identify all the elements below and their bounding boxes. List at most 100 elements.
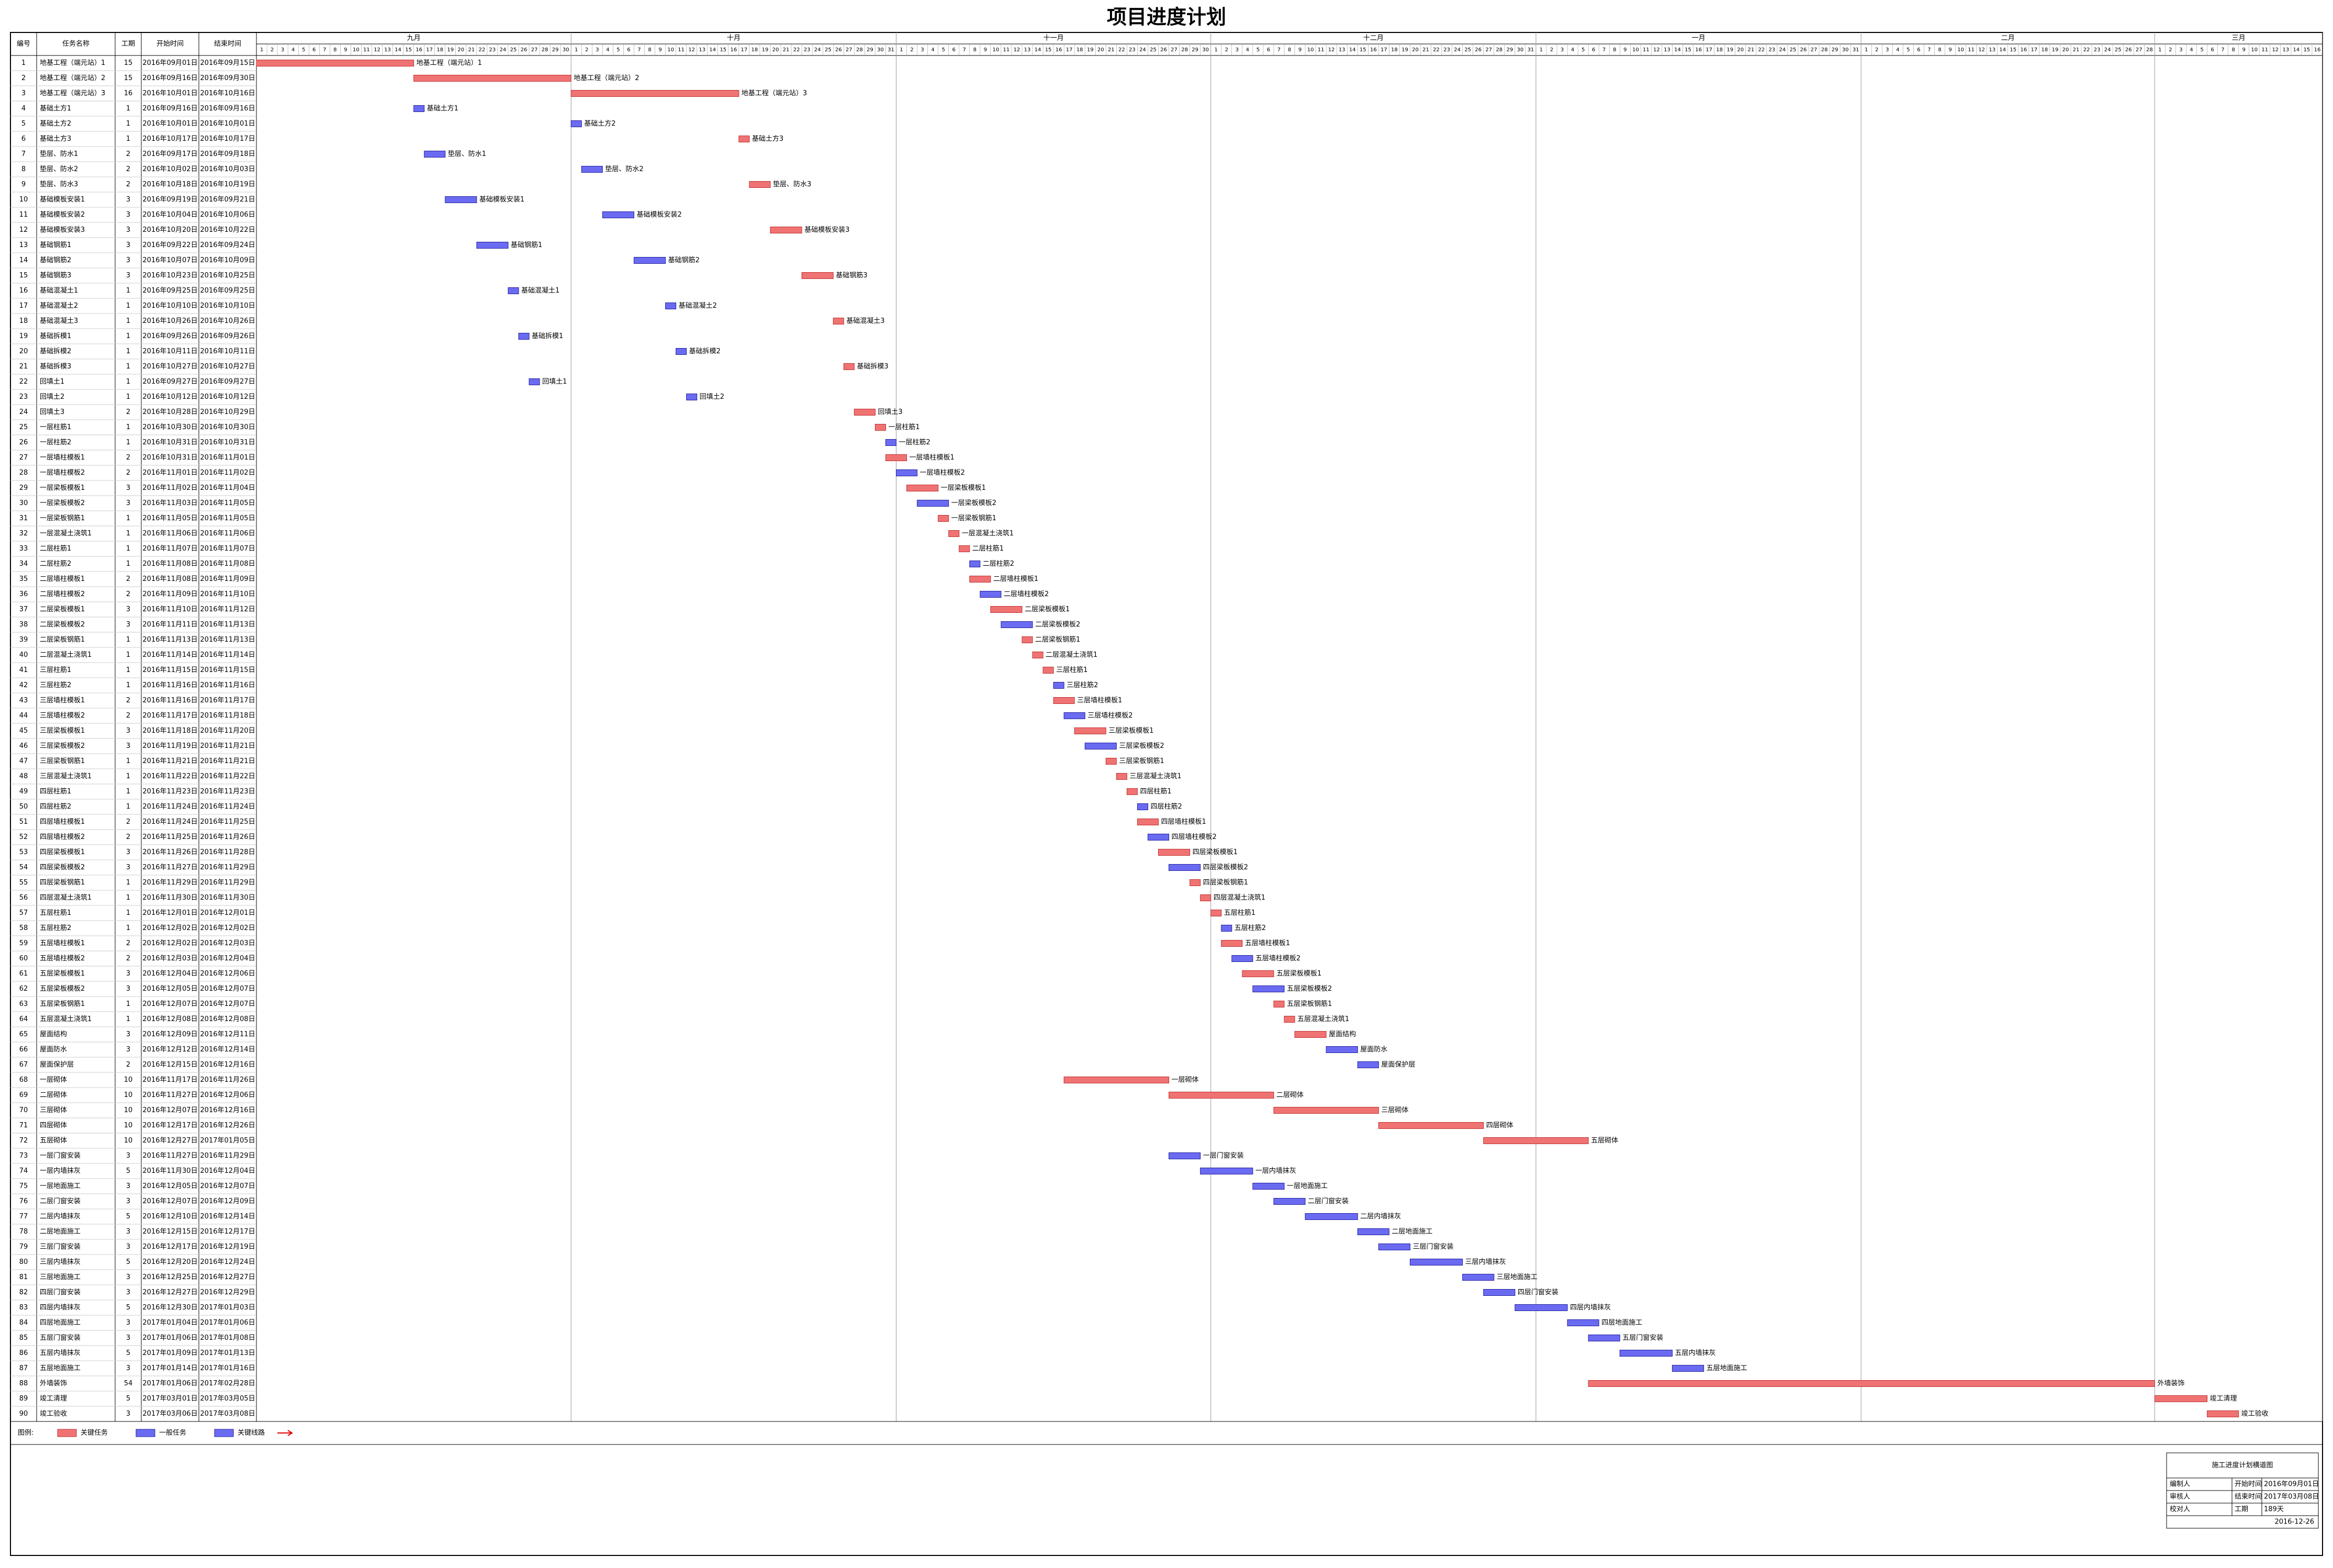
table-cell: 3: [126, 256, 130, 264]
table-cell: 60: [19, 955, 28, 962]
legend-label: 一般任务: [159, 1429, 186, 1437]
day-label: 12: [1653, 47, 1660, 53]
table-cell: 五层梁板模板2: [40, 985, 85, 993]
bar-label: 地基工程（端元站）2: [574, 74, 639, 82]
day-label: 7: [1277, 47, 1281, 53]
bar-label: 四层梁板钢筋1: [1203, 878, 1248, 887]
day-label: 5: [1906, 47, 1910, 53]
table-cell: 1: [126, 803, 130, 811]
table-cell: 2016年11月24日: [200, 803, 255, 811]
bar-label: 二层墙柱模板2: [1004, 590, 1049, 598]
table-cell: 2016年09月21日: [200, 196, 255, 204]
table-cell: 55: [19, 879, 28, 887]
bar-label: 基础钢筋1: [511, 241, 542, 249]
table-cell: 2016年12月27日: [142, 1137, 197, 1145]
table-cell: 2016年11月27日: [142, 1091, 197, 1099]
table-cell: 40: [19, 651, 28, 659]
table-cell: 3: [126, 1364, 130, 1372]
day-label: 25: [2115, 47, 2122, 53]
bar-label: 基础模板安装1: [479, 196, 524, 204]
bar-label: 五层门窗安装: [1622, 1334, 1663, 1342]
table-cell: 2016年12月08日: [200, 1015, 255, 1023]
info-value: 2016年09月01日: [2264, 1481, 2319, 1488]
table-cell: 3: [126, 211, 130, 219]
table-cell: 二层混凝土浇筑1: [40, 651, 92, 659]
table-cell: 2: [126, 712, 130, 720]
table-cell: 三层墙柱模板1: [40, 697, 85, 704]
bar-label: 四层门窗安装: [1518, 1288, 1558, 1296]
table-cell: 2016年11月13日: [142, 636, 197, 644]
day-label: 7: [1927, 47, 1931, 53]
table-cell: 2017年02月28日: [200, 1380, 255, 1387]
day-label: 23: [1769, 47, 1776, 53]
column-header: 开始时间: [156, 40, 184, 48]
table-cell: 四层砌体: [40, 1122, 67, 1129]
month-label: 十一月: [1044, 35, 1064, 42]
table-cell: 10: [124, 1106, 133, 1114]
table-cell: 8: [21, 165, 26, 173]
signer-label: 审核人: [2170, 1493, 2190, 1501]
table-cell: 2016年10月23日: [142, 272, 197, 279]
table-cell: 3: [126, 196, 130, 204]
day-label: 31: [888, 47, 894, 53]
table-cell: 五层墙柱模板2: [40, 955, 85, 962]
bar-label: 一层混凝土浇筑1: [962, 529, 1014, 537]
day-label: 3: [921, 47, 924, 53]
day-label: 1: [575, 47, 578, 53]
bar-label: 一层梁板模板1: [941, 484, 986, 492]
bar-label: 屋面保护层: [1381, 1061, 1415, 1069]
table-cell: 2016年11月23日: [200, 788, 255, 796]
column-header: 结束时间: [214, 40, 241, 48]
table-cell: 2: [126, 955, 130, 962]
day-label: 4: [1571, 47, 1574, 53]
table-cell: 1: [126, 514, 130, 522]
day-label: 8: [1938, 47, 1941, 53]
task-bar: [602, 211, 634, 218]
table-cell: 回填土3: [40, 408, 64, 416]
day-label: 20: [1737, 47, 1744, 53]
info-label: 结束时间: [2235, 1493, 2262, 1501]
table-cell: 2016年09月16日: [142, 74, 197, 82]
table-cell: 2016年11月20日: [200, 727, 255, 735]
table-cell: 1: [126, 788, 130, 796]
table-cell: 5: [126, 1213, 130, 1220]
table-cell: 3: [126, 499, 130, 507]
task-bar: [1588, 1335, 1620, 1341]
day-label: 28: [542, 47, 548, 53]
bar-label: 二层内墙抹灰: [1360, 1212, 1401, 1220]
table-cell: 2: [126, 939, 130, 947]
table-cell: 1: [126, 894, 130, 902]
day-label: 17: [1066, 47, 1073, 53]
table-cell: 2016年11月05日: [142, 514, 197, 522]
table-cell: 17: [19, 302, 28, 310]
table-cell: 2016年11月01日: [200, 454, 255, 462]
task-bar: [1063, 1077, 1170, 1083]
day-label: 29: [867, 47, 873, 53]
table-cell: 2016年12月20日: [142, 1258, 197, 1266]
bar-label: 二层砌体: [1276, 1091, 1304, 1099]
table-cell: 五层梁板模板1: [40, 970, 85, 978]
day-label: 25: [1464, 47, 1471, 53]
day-label: 29: [1506, 47, 1513, 53]
table-cell: 71: [19, 1122, 28, 1129]
table-cell: 2016年11月08日: [200, 560, 255, 568]
table-cell: 6: [21, 135, 26, 143]
bar-label: 基础模板安装2: [636, 211, 681, 219]
table-cell: 16: [124, 89, 133, 97]
bar-label: 回填土1: [542, 378, 567, 386]
table-cell: 一层梁板模板2: [40, 499, 85, 507]
table-cell: 15: [124, 74, 133, 82]
day-label: 27: [1811, 47, 1818, 53]
table-cell: 三层地面施工: [40, 1273, 81, 1281]
day-label: 9: [658, 47, 661, 53]
table-cell: 2016年12月03日: [200, 939, 255, 947]
table-cell: 2016年12月16日: [200, 1061, 255, 1069]
task-bar: [801, 272, 834, 279]
table-cell: 2017年01月06日: [142, 1334, 197, 1342]
task-bar: [581, 166, 603, 173]
day-label: 28: [1821, 47, 1828, 53]
task-bar: [1169, 864, 1201, 871]
table-cell: 12: [19, 226, 28, 234]
task-bar: [1022, 636, 1033, 643]
table-cell: 86: [19, 1349, 28, 1357]
